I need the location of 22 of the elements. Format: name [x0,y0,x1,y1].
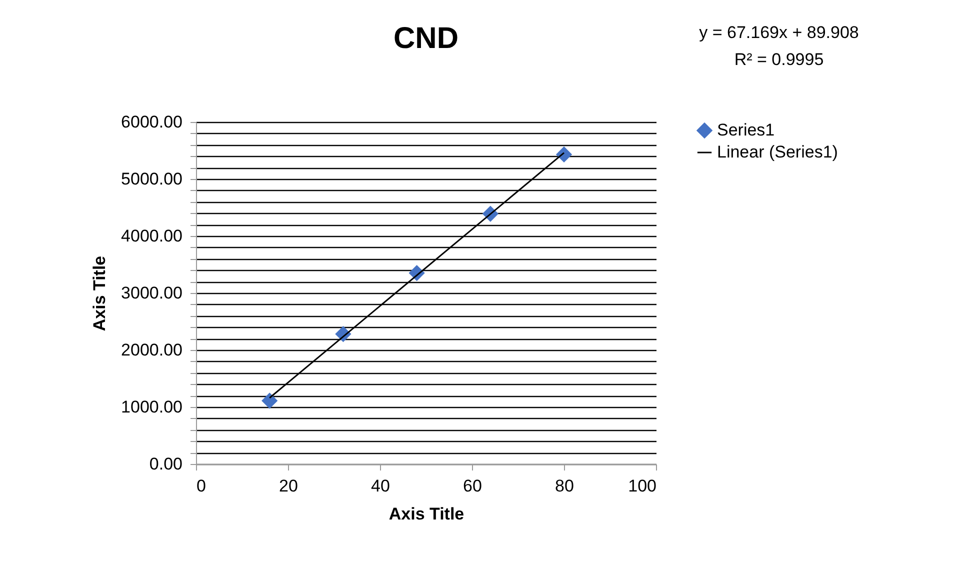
x-tick-label: 80 [555,476,574,496]
y-tick-label: 1000.00 [121,398,182,416]
x-tick-label: 60 [463,476,482,496]
y-tick-label: 3000.00 [121,284,182,302]
legend-label: Series1 [717,120,775,140]
y-tick-label: 2000.00 [121,340,182,360]
x-tick-label: 20 [279,476,298,496]
chart-title: CND [394,22,458,55]
y-tick-label: 5000.00 [121,170,182,188]
x-tick-label: 0 [196,476,206,496]
y-tick-label: 4000.00 [121,226,182,246]
text: y = 67.169x + 89.908 [699,23,859,42]
x-tick-label: 40 [371,476,390,496]
y-tick-label: 0.00 [149,454,182,474]
x-axis-title: Axis Title [388,504,464,524]
legend-label: Linear (Series1) [717,142,838,162]
y-tick-label: 6000.00 [121,112,182,132]
point [262,392,278,409]
x-tick-label: 100 [628,476,656,496]
point [556,146,572,163]
y-axis-title: Axis Title [90,256,110,332]
text: R² = 0.9995 [734,50,824,69]
